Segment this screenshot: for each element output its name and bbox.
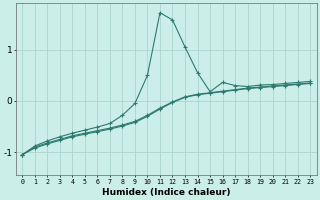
X-axis label: Humidex (Indice chaleur): Humidex (Indice chaleur): [102, 188, 230, 197]
